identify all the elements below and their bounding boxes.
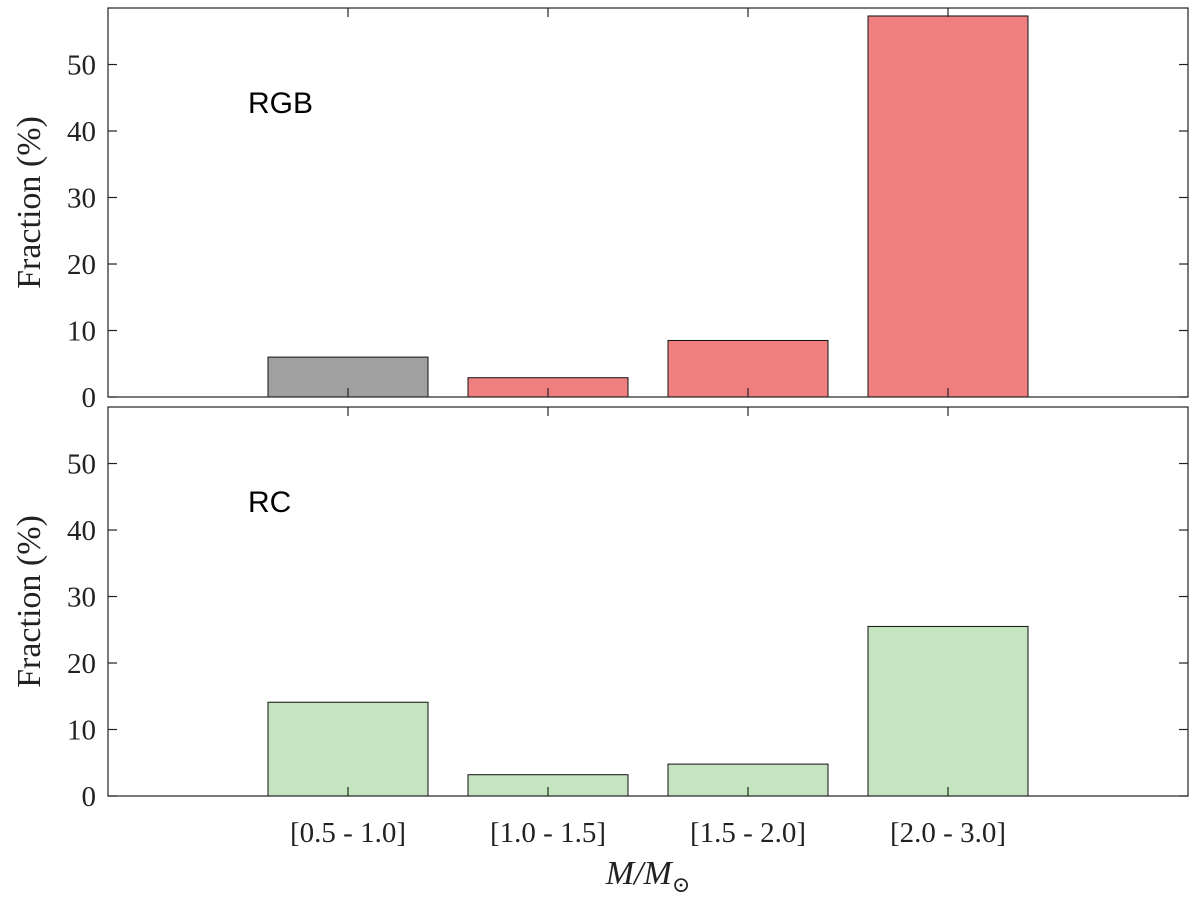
panel-label: RC xyxy=(248,486,291,519)
y-axis-label: Fraction (%) xyxy=(11,515,48,688)
x-tick-label: [1.5 - 2.0] xyxy=(690,817,806,849)
y-tick-label: 30 xyxy=(67,582,96,614)
y-tick-label: 50 xyxy=(67,50,96,82)
x-tick-label: [0.5 - 1.0] xyxy=(290,817,406,849)
y-tick-label: 0 xyxy=(82,781,97,813)
y-tick-label: 20 xyxy=(67,249,96,281)
x-axis-label-base: M/M xyxy=(605,855,674,892)
y-tick-label: 0 xyxy=(82,382,97,414)
bar-rgb-3 xyxy=(867,15,1029,398)
bars xyxy=(267,15,1029,398)
bar-rc-3 xyxy=(867,625,1029,797)
axes-frame xyxy=(107,406,1189,797)
x-axis-label-subscript: ⊙ xyxy=(672,872,690,897)
y-tick-label: 40 xyxy=(67,515,96,547)
panel-rc: 0 10 20 30 40 50 RC Fraction (%) xyxy=(11,406,1189,813)
ticks: 0 10 20 30 40 50 xyxy=(67,407,1188,813)
y-tick-label: 20 xyxy=(67,648,96,680)
bar-rgb-2 xyxy=(667,339,829,398)
y-tick-label: 10 xyxy=(67,316,96,348)
panel-label: RGB xyxy=(248,87,313,120)
y-tick-label: 50 xyxy=(67,449,96,481)
bar-rc-0 xyxy=(267,701,429,797)
axes-frame xyxy=(107,7,1189,398)
y-tick-label: 40 xyxy=(67,116,96,148)
y-axis-label: Fraction (%) xyxy=(11,116,48,289)
x-axis-label: M/M⊙ xyxy=(605,855,691,897)
x-tick-label: [1.0 - 1.5] xyxy=(490,817,606,849)
bars xyxy=(267,625,1029,797)
y-tick-label: 10 xyxy=(67,715,96,747)
panel-rgb: 0 10 20 30 40 50 RGB Fraction (%) xyxy=(11,7,1189,414)
x-tick-label: [2.0 - 3.0] xyxy=(890,817,1006,849)
ticks: 0 10 20 30 40 50 xyxy=(67,8,1188,414)
y-tick-label: 30 xyxy=(67,183,96,215)
x-tick-labels: [0.5 - 1.0] [1.0 - 1.5] [1.5 - 2.0] [2.0 - … xyxy=(290,817,1006,849)
